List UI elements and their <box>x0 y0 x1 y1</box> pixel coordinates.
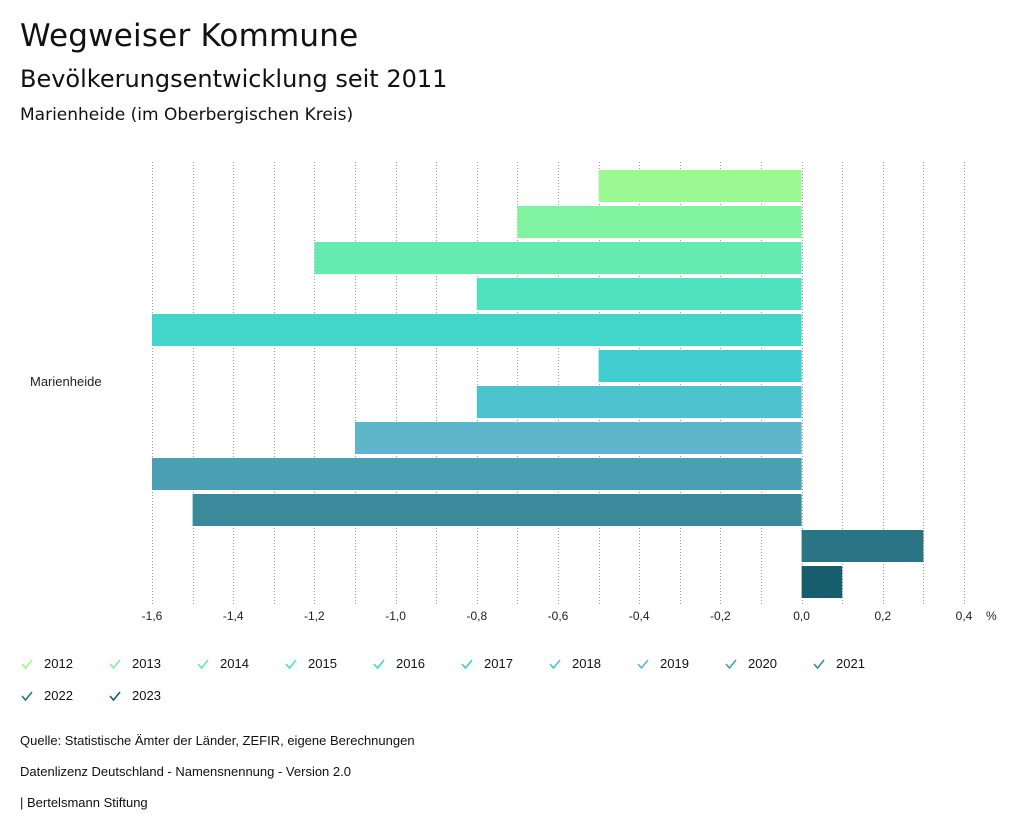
x-tick-label: 0,0 <box>793 609 810 623</box>
x-tick-label: -1,0 <box>385 609 406 623</box>
legend-label: 2019 <box>660 656 689 671</box>
bar-2015[interactable] <box>476 278 802 310</box>
x-tick-label: 0,4 <box>956 609 973 623</box>
bar-2021[interactable] <box>192 494 802 526</box>
x-tick-label: -1,4 <box>223 609 244 623</box>
bars <box>152 170 924 598</box>
legend-item-2013[interactable]: 2013 <box>108 656 161 671</box>
bar-2019[interactable] <box>355 422 802 454</box>
legend-label: 2022 <box>44 688 73 703</box>
checkmark-icon <box>21 658 33 669</box>
checkmark-icon <box>109 658 121 669</box>
publisher-note: | Bertelsmann Stiftung <box>20 795 148 810</box>
bar-2012[interactable] <box>598 170 802 202</box>
bar-2014[interactable] <box>314 242 802 274</box>
legend-item-2017[interactable]: 2017 <box>460 656 513 671</box>
population-bar-chart: -1,6 -1,4 -1,2 -1,0 -0,8 -0,6 -0,4 -0,2 0,0 0,2 0,… <box>30 162 997 623</box>
legend-item-2015[interactable]: 2015 <box>284 656 337 671</box>
bar-2013[interactable] <box>517 206 802 238</box>
bar-2022[interactable] <box>801 530 924 562</box>
legend-label: 2018 <box>572 656 601 671</box>
x-tick-label: -0,6 <box>548 609 569 623</box>
bar-2017[interactable] <box>598 350 802 382</box>
x-tick-label: -1,2 <box>304 609 325 623</box>
legend-item-2019[interactable]: 2019 <box>636 656 689 671</box>
legend-item-2023[interactable]: 2023 <box>108 688 161 703</box>
category-label: Marienheide <box>30 374 102 389</box>
x-tick-label: -0,8 <box>466 609 487 623</box>
legend-item-2012[interactable]: 2012 <box>20 656 73 671</box>
legend-label: 2016 <box>396 656 425 671</box>
legend-label: 2013 <box>132 656 161 671</box>
license-note: Datenlizenz Deutschland - Namensnennung … <box>20 764 351 779</box>
legend-label: 2012 <box>44 656 73 671</box>
checkmark-icon <box>373 658 385 669</box>
chart-subtitle: Bevölkerungsentwicklung seit 2011 <box>20 65 448 93</box>
legend-label: 2020 <box>748 656 777 671</box>
legend-item-2014[interactable]: 2014 <box>196 656 249 671</box>
legend-item-2016[interactable]: 2016 <box>372 656 425 671</box>
checkmark-icon <box>725 658 737 669</box>
checkmark-icon <box>109 690 121 701</box>
bar-2020[interactable] <box>152 458 802 490</box>
x-tick-label: -0,4 <box>629 609 650 623</box>
legend-item-2018[interactable]: 2018 <box>548 656 601 671</box>
x-axis-ticks: -1,6 -1,4 -1,2 -1,0 -0,8 -0,6 -0,4 -0,2 0,0 0,2 0,… <box>142 609 973 623</box>
page-title: Wegweiser Kommune <box>20 18 359 54</box>
legend-label: 2015 <box>308 656 337 671</box>
legend-item-2022[interactable]: 2022 <box>20 688 73 703</box>
checkmark-icon <box>813 658 825 669</box>
checkmark-icon <box>21 690 33 701</box>
x-tick-label: -1,6 <box>142 609 163 623</box>
bar-2016[interactable] <box>152 314 802 346</box>
bar-2023[interactable] <box>801 566 843 598</box>
checkmark-icon <box>197 658 209 669</box>
legend-label: 2017 <box>484 656 513 671</box>
legend-label: 2021 <box>836 656 865 671</box>
checkmark-icon <box>637 658 649 669</box>
bar-2018[interactable] <box>476 386 802 418</box>
x-tick-label: 0,2 <box>874 609 891 623</box>
legend-item-2020[interactable]: 2020 <box>724 656 777 671</box>
source-note: Quelle: Statistische Ämter der Länder, Z… <box>20 733 415 748</box>
region-label: Marienheide (im Oberbergischen Kreis) <box>20 105 354 125</box>
legend-label: 2023 <box>132 688 161 703</box>
legend-label: 2014 <box>220 656 249 671</box>
checkmark-icon <box>461 658 473 669</box>
checkmark-icon <box>285 658 297 669</box>
legend-item-2021[interactable]: 2021 <box>812 656 865 671</box>
axis-unit-label: % <box>986 609 997 623</box>
checkmark-icon <box>549 658 561 669</box>
x-tick-label: -0,2 <box>710 609 731 623</box>
